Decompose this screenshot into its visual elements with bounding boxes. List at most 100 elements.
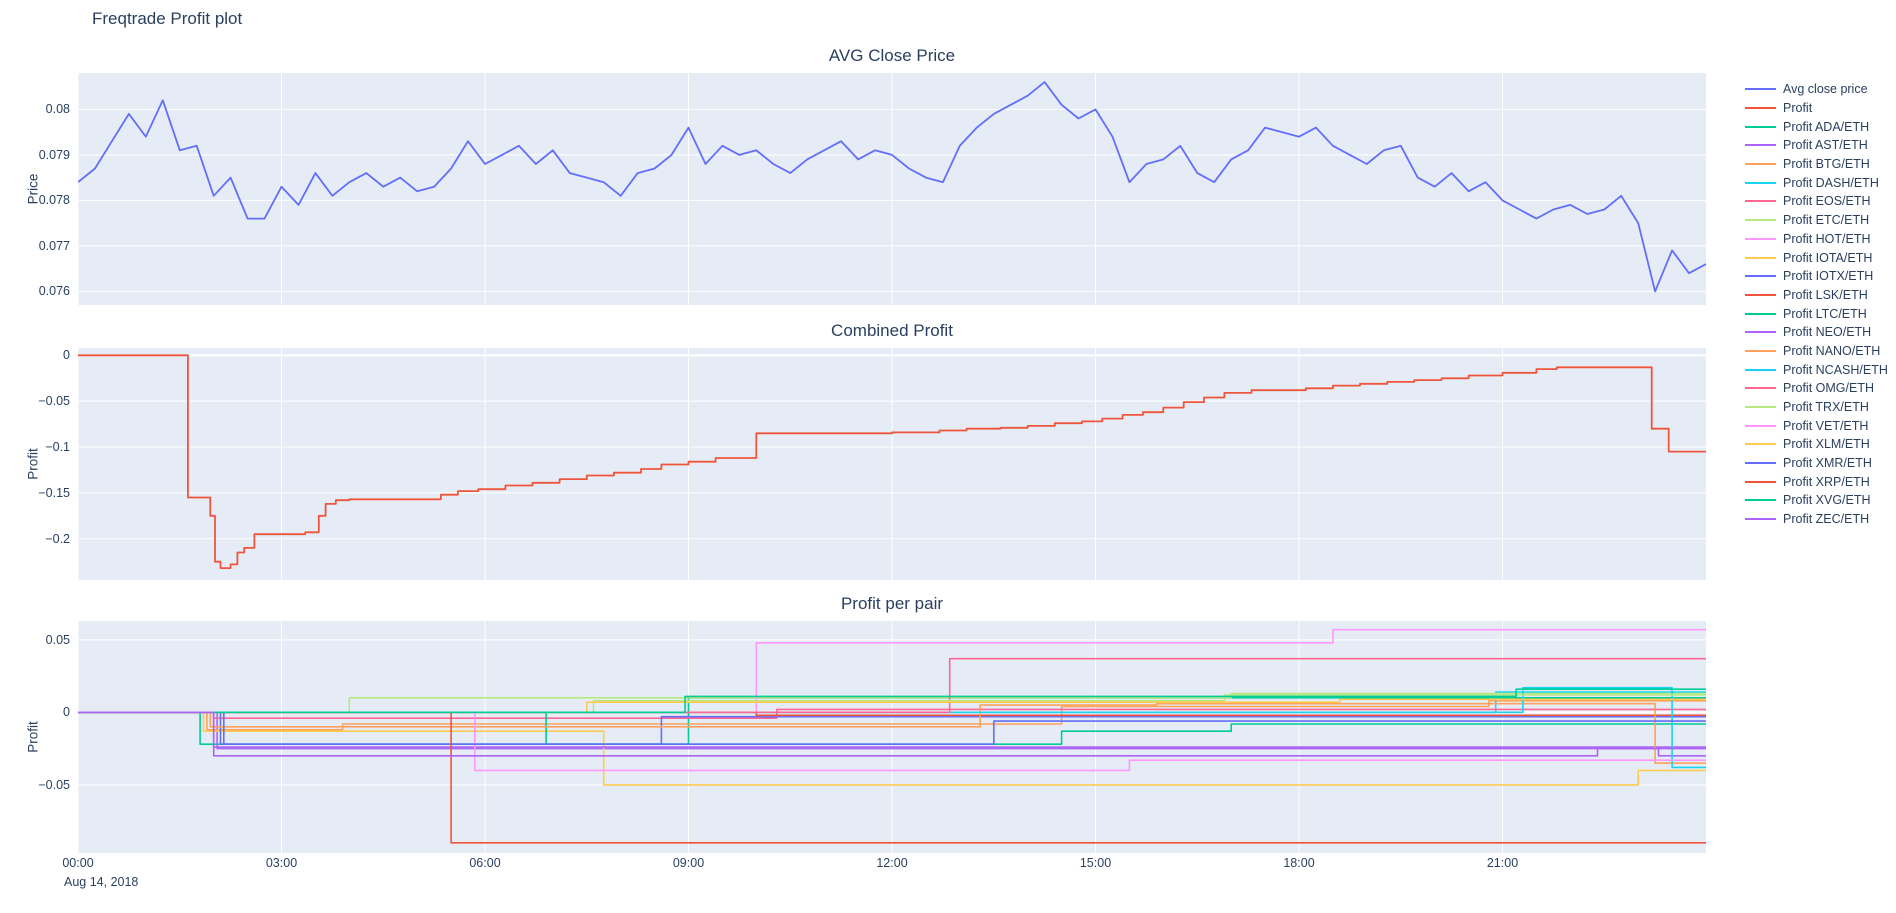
plot-area-avg-close-price[interactable] — [78, 73, 1706, 305]
legend-item-profit-eos-eth[interactable]: Profit EOS/ETH — [1745, 192, 1888, 211]
legend-item-profit-vet-eth[interactable]: Profit VET/ETH — [1745, 416, 1888, 435]
legend-item-profit-xlm-eth[interactable]: Profit XLM/ETH — [1745, 435, 1888, 454]
legend-item-profit-xvg-eth[interactable]: Profit XVG/ETH — [1745, 491, 1888, 510]
legend-line-swatch — [1745, 125, 1776, 128]
x-tick-label: 12:00 — [876, 856, 908, 870]
legend-item-profit-neo-eth[interactable]: Profit NEO/ETH — [1745, 323, 1888, 342]
legend-label: Profit ADA/ETH — [1783, 119, 1870, 134]
x-tick-label: 06:00 — [469, 856, 501, 870]
legend-label: Profit LSK/ETH — [1783, 287, 1868, 302]
legend-item-profit-trx-eth[interactable]: Profit TRX/ETH — [1745, 398, 1888, 417]
plot-area-combined-profit[interactable] — [78, 348, 1706, 580]
legend: Avg close price Profit Profit ADA/ETH Profi… — [1745, 80, 1888, 529]
legend-label: Avg close price — [1783, 82, 1868, 97]
legend-item-profit-lsk-eth[interactable]: Profit LSK/ETH — [1745, 286, 1888, 305]
y-tick-label: −0.05 — [38, 777, 70, 792]
legend-item-profit-xmr-eth[interactable]: Profit XMR/ETH — [1745, 454, 1888, 473]
legend-label: Profit XVG/ETH — [1783, 493, 1871, 508]
legend-item-profit-zec-eth[interactable]: Profit ZEC/ETH — [1745, 510, 1888, 529]
legend-item-profit-ltc-eth[interactable]: Profit LTC/ETH — [1745, 304, 1888, 323]
legend-line-swatch — [1745, 237, 1776, 240]
legend-line-swatch — [1745, 293, 1776, 296]
legend-label: Profit BTG/ETH — [1783, 157, 1870, 172]
x-tick-label: 00:00 — [62, 856, 94, 870]
y-tick-label: 0.076 — [38, 284, 70, 299]
legend-label: Profit DASH/ETH — [1783, 175, 1879, 190]
y-tick-label: 0.078 — [38, 193, 70, 208]
legend-item-profit-xrp-eth[interactable]: Profit XRP/ETH — [1745, 472, 1888, 491]
series-profit-iota-eth — [78, 711, 1706, 786]
series-avg-close-price — [78, 81, 1706, 293]
page-title: Freqtrade Profit plot — [92, 9, 243, 28]
subplot-title-avg-close-price: AVG Close Price — [828, 46, 956, 65]
legend-item-profit-btg-eth[interactable]: Profit BTG/ETH — [1745, 155, 1888, 174]
legend-label: Profit IOTA/ETH — [1783, 250, 1873, 265]
y-tick-label: 0 — [63, 348, 70, 363]
legend-label: Profit LTC/ETH — [1783, 306, 1867, 321]
legend-line-swatch — [1745, 406, 1776, 409]
legend-line-swatch — [1745, 275, 1776, 278]
legend-line-swatch — [1745, 499, 1776, 502]
legend-line-swatch — [1745, 368, 1776, 371]
y-tick-label: −0.05 — [38, 394, 70, 409]
legend-label: Profit VET/ETH — [1783, 418, 1869, 433]
y-tick-label: 0.05 — [45, 632, 70, 647]
x-tick-label: 21:00 — [1486, 856, 1519, 870]
legend-label: Profit NCASH/ETH — [1783, 362, 1888, 377]
legend-label: Profit XLM/ETH — [1783, 437, 1870, 452]
series-profit-ncash-eth — [78, 686, 1706, 769]
y-tick-label: 0.08 — [45, 102, 70, 117]
legend-item-profit-etc-eth[interactable]: Profit ETC/ETH — [1745, 211, 1888, 230]
legend-item-profit-iotx-eth[interactable]: Profit IOTX/ETH — [1745, 267, 1888, 286]
subplot-title-profit-per-pair: Profit per pair — [840, 594, 944, 613]
legend-line-swatch — [1745, 144, 1776, 147]
y-tick-label: −0.2 — [45, 531, 70, 546]
legend-line-swatch — [1745, 181, 1776, 184]
legend-item-profit-ada-eth[interactable]: Profit ADA/ETH — [1745, 117, 1888, 136]
legend-item-avg-close-price[interactable]: Avg close price — [1745, 80, 1888, 99]
x-tick-label: 03:00 — [265, 856, 298, 870]
legend-line-swatch — [1745, 518, 1776, 521]
y-tick-label: −0.1 — [45, 440, 70, 455]
series-profit — [78, 354, 1706, 569]
x-tick-label: 15:00 — [1079, 856, 1112, 870]
legend-line-swatch — [1745, 312, 1776, 315]
legend-label: Profit TRX/ETH — [1783, 400, 1869, 415]
legend-line-swatch — [1745, 88, 1776, 91]
legend-item-profit-dash-eth[interactable]: Profit DASH/ETH — [1745, 173, 1888, 192]
legend-label: Profit NEO/ETH — [1783, 325, 1872, 340]
y-tick-label: 0.079 — [38, 147, 70, 162]
legend-label: Profit OMG/ETH — [1783, 381, 1874, 396]
legend-item-profit-ncash-eth[interactable]: Profit NCASH/ETH — [1745, 360, 1888, 379]
legend-label: Profit — [1783, 101, 1813, 116]
legend-item-profit-hot-eth[interactable]: Profit HOT/ETH — [1745, 230, 1888, 249]
legend-line-swatch — [1745, 480, 1776, 483]
legend-label: Profit HOT/ETH — [1783, 231, 1871, 246]
plot-area-profit-per-pair[interactable] — [78, 621, 1706, 853]
legend-line-swatch — [1745, 349, 1776, 352]
legend-label: Profit XRP/ETH — [1783, 474, 1870, 489]
legend-label: Profit ZEC/ETH — [1783, 512, 1870, 527]
y-tick-label: 0 — [63, 705, 70, 720]
legend-item-profit-iota-eth[interactable]: Profit IOTA/ETH — [1745, 248, 1888, 267]
x-tick-label: 09:00 — [672, 856, 705, 870]
series-profit-xvg-eth — [78, 688, 1706, 714]
legend-label: Profit XMR/ETH — [1783, 456, 1872, 471]
legend-label: Profit IOTX/ETH — [1783, 269, 1874, 284]
legend-label: Profit ETC/ETH — [1783, 213, 1870, 228]
legend-line-swatch — [1745, 219, 1776, 222]
legend-line-swatch — [1745, 107, 1776, 110]
legend-label: Profit EOS/ETH — [1783, 194, 1871, 209]
legend-item-profit[interactable]: Profit — [1745, 99, 1888, 118]
y-tick-label: 0.077 — [38, 238, 70, 253]
legend-item-profit-omg-eth[interactable]: Profit OMG/ETH — [1745, 379, 1888, 398]
legend-item-profit-ast-eth[interactable]: Profit AST/ETH — [1745, 136, 1888, 155]
series-profit-zec-eth — [78, 711, 1706, 757]
legend-line-swatch — [1745, 256, 1776, 259]
series-profit-ltc-eth — [78, 711, 1706, 745]
legend-line-swatch — [1745, 387, 1776, 390]
legend-label: Profit AST/ETH — [1783, 138, 1868, 153]
legend-item-profit-nano-eth[interactable]: Profit NANO/ETH — [1745, 342, 1888, 361]
